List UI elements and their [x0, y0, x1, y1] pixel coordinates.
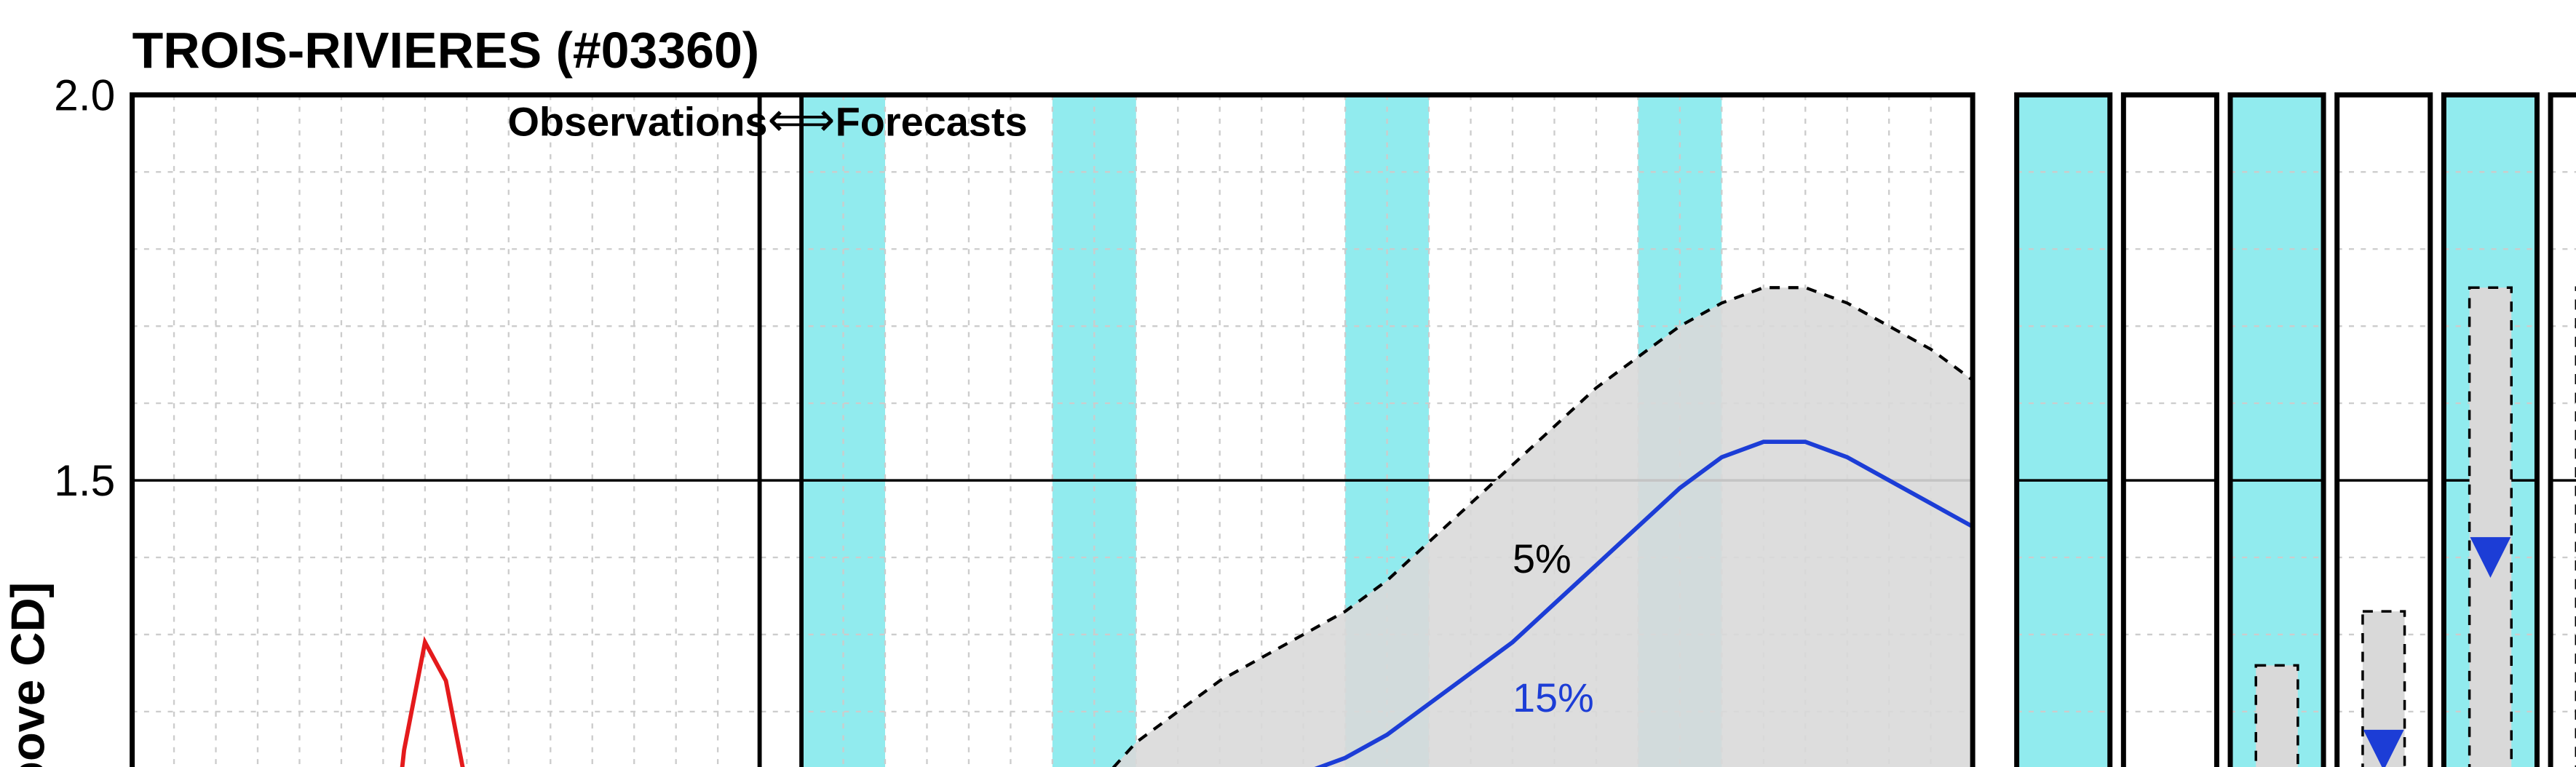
forecasts-label: Forecasts: [836, 98, 1028, 144]
observations-label: Observations: [507, 98, 767, 144]
summary-panel: 16 Jan.19 Jan.: [2216, 95, 2338, 767]
chart-wrap: TROIS-RIVIERES (#03360) Water level [m ab…: [0, 0, 2576, 767]
y-axis-label: Water level [m above CD]: [1, 582, 55, 767]
panel-band: [2470, 287, 2512, 767]
summary-panel: 31 Jan.06 Feb.: [2534, 95, 2576, 767]
double-arrow-icon: ⟺: [767, 92, 835, 146]
observation-line: [132, 643, 760, 767]
summary-panel: 13 Jan.15 Jan.: [2109, 95, 2231, 767]
summary-panel: 24 Jan.30 Jan.: [2429, 95, 2551, 767]
panel-band: [2256, 665, 2298, 767]
chart-title: TROIS-RIVIERES (#03360): [132, 22, 760, 79]
percentile-label: 5%: [1513, 536, 1572, 581]
summary-panel: 10 Jan.12 Jan.: [2002, 95, 2125, 767]
chart-svg: TROIS-RIVIERES (#03360) Water level [m ab…: [0, 0, 2576, 767]
percentile-label: 15%: [1513, 675, 1594, 720]
y-tick-label: 1.5: [54, 456, 115, 505]
y-tick-label: 2.0: [54, 70, 115, 119]
summary-panel: 20 Jan.23 Jan.: [2323, 95, 2445, 767]
